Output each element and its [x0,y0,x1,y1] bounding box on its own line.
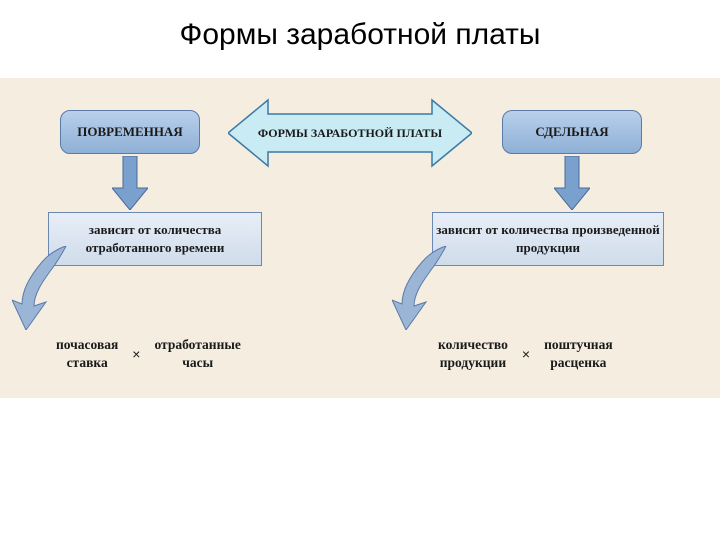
node-time-based: ПОВРЕМЕННАЯ [60,110,200,154]
page-title: Формы заработной платы [0,0,720,52]
diagram-canvas: ФОРМЫ ЗАРАБОТНОЙ ПЛАТЫ ПОВРЕМЕННАЯ СДЕЛЬ… [0,78,720,398]
formula-piece-based: количество продукции × поштучная расценк… [438,336,613,372]
formula-time-based: почасовая ставка × отработанные часы [56,336,241,372]
formula-right-term2: поштучная расценка [544,336,613,372]
center-double-arrow: ФОРМЫ ЗАРАБОТНОЙ ПЛАТЫ [228,96,472,170]
down-arrow-right [554,156,590,210]
multiply-icon: × [132,346,140,362]
node-time-based-label: ПОВРЕМЕННАЯ [77,123,182,141]
node-piece-based-label: СДЕЛЬНАЯ [535,123,608,141]
formula-left-term2: отработанные часы [154,336,240,372]
multiply-icon: × [522,346,530,362]
curved-arrow-right [392,246,462,330]
node-depends-output: зависит от количества произведенной прод… [432,212,664,266]
center-arrow-label: ФОРМЫ ЗАРАБОТНОЙ ПЛАТЫ [252,126,448,141]
formula-right-term1: количество продукции [438,336,508,372]
node-depends-output-label: зависит от количества произведенной прод… [433,221,663,256]
down-arrow-left [112,156,148,210]
curved-arrow-left [12,246,82,330]
node-piece-based: СДЕЛЬНАЯ [502,110,642,154]
formula-left-term1: почасовая ставка [56,336,118,372]
